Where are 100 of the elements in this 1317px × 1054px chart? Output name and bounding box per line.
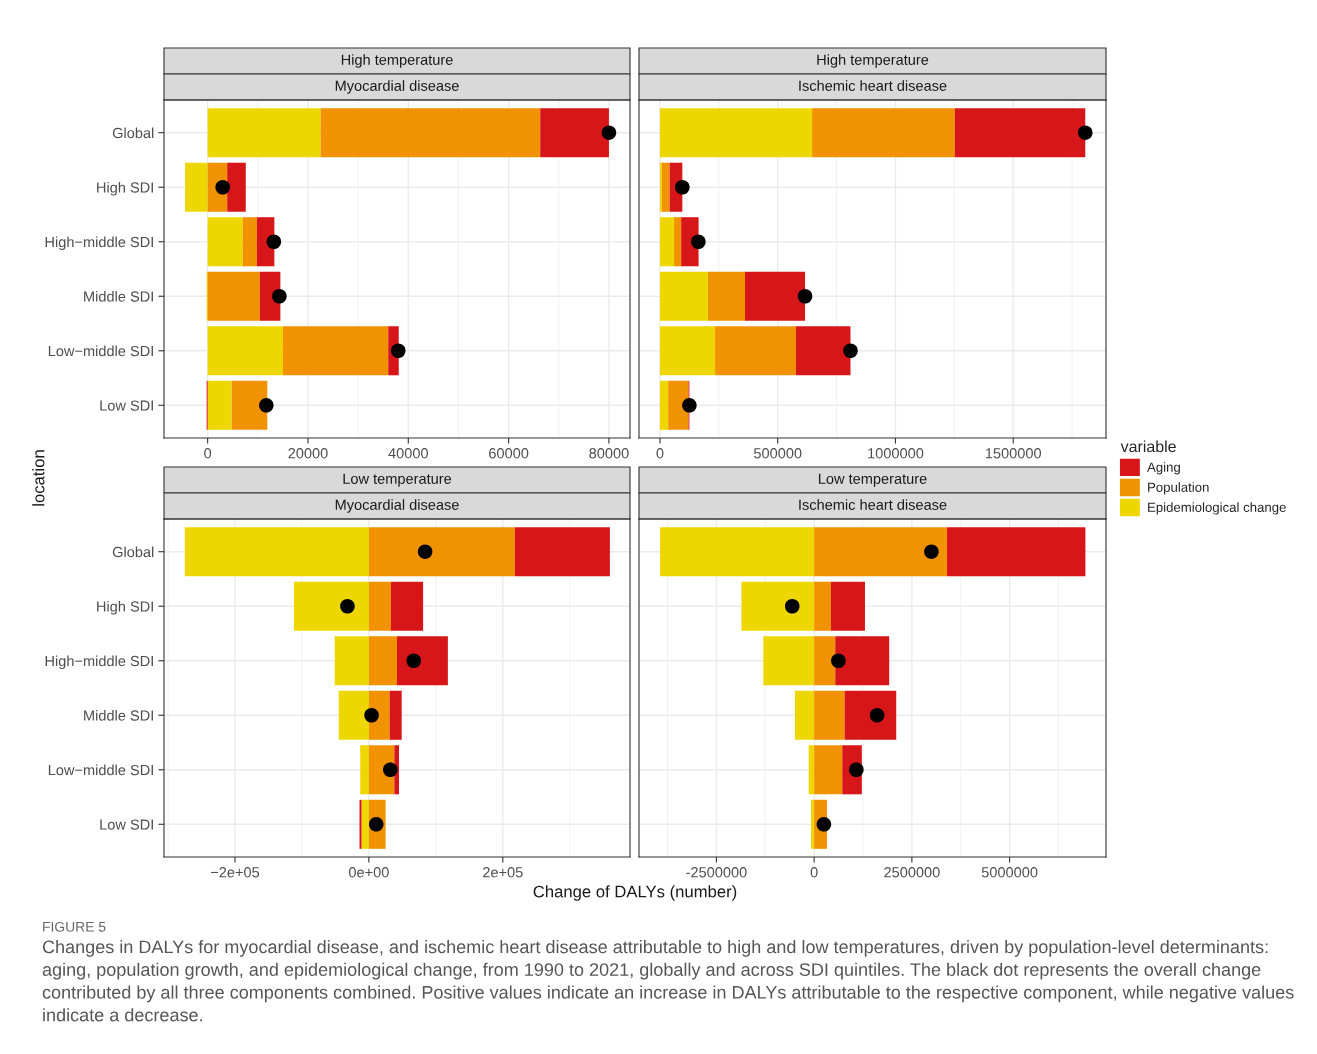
bar [763,636,815,686]
bar [359,799,362,849]
point [259,398,274,413]
chart-subtitle: Myocardial disease [335,499,459,513]
bar [744,271,806,321]
point [831,653,846,669]
x-axis-title: Change of DALYs (number) [533,885,737,901]
bar [835,636,890,686]
x-tick-label: 2500000 [884,867,940,878]
point [843,343,858,359]
point [691,234,706,250]
y-tick-label: High−middle SDI [45,236,153,251]
bar [207,108,321,158]
chart-title: High temperature [817,54,929,68]
bar [811,799,815,849]
x-tick-label: 40000 [388,448,428,459]
bar [808,745,815,795]
bar [814,636,836,686]
point [601,125,617,140]
caption: FIGURE 5 [43,921,106,932]
bar [660,527,815,577]
chart-title: Low temperature [818,473,927,487]
bar [668,380,689,430]
bar [390,581,424,631]
point [784,598,800,614]
bar [207,271,260,321]
legend-label: Population [1148,482,1209,495]
point [266,234,282,250]
y-tick-label: Low SDI [100,819,153,830]
bar [368,581,391,631]
legend-label: Aging [1147,462,1180,475]
bar [715,326,796,376]
y-tick-label: Low−middle SDI [48,345,153,357]
point [675,179,690,195]
bar [242,217,257,267]
chart-subtitle: Ischemic heart disease [799,80,947,91]
point [1077,125,1093,140]
bar [338,690,369,740]
bar [794,690,815,740]
x-tick-label: 500000 [753,448,802,459]
x-tick-label: -2500000 [686,867,747,878]
chart-title: Low temperature [343,473,452,487]
bar [708,271,745,321]
text: Changes in DALYs for myocardial disease, and ischemic heart disease attributable to high and low temperatures, driven by population-level determinants: aging, population growth, and epidemiological change, from 1990 to 2021, globally and across SDI quintiles. The black dot represents the overall change contributed by all three components combined. Positive values indicate an increase in DALYs attributable to the respective component, while negative values indicate a decrease. [42,940,1294,1022]
y-tick-label: Middle SDI [84,290,153,302]
bar [293,581,369,631]
bar [361,799,369,849]
bar [282,326,389,376]
y-tick-label: Low−middle SDI [48,764,153,776]
y-tick-label: Global [112,546,154,558]
bar [814,527,948,577]
bar [954,108,1086,158]
y-tick-label: Global [112,127,154,139]
x-tick-label: 0e+00 [348,867,389,878]
y-tick-label: High SDI [97,600,153,615]
x-tick-label: 1500000 [985,448,1042,459]
bar [514,527,610,577]
point [797,288,813,304]
bar [659,326,716,376]
bar [540,108,609,158]
point [406,653,422,669]
bar [659,271,708,321]
point [816,817,832,832]
bar [814,690,845,740]
bar [947,527,1086,577]
bar [397,636,448,686]
y-tick-label: High−middle SDI [45,655,153,670]
bar [207,380,232,430]
bar [207,326,283,376]
x-tick-label: 0 [656,448,664,459]
bar [334,636,369,686]
x-tick-label: 0 [810,867,818,878]
y-axis-title: location [32,450,45,506]
x-tick-label: 20000 [288,448,328,459]
bar [320,108,541,158]
bar [741,581,815,631]
chart-subtitle: Ischemic heart disease [799,499,947,510]
bar [368,636,397,686]
bar [227,162,246,212]
bar [389,690,402,740]
x-tick-label: 80000 [589,448,629,459]
bar [231,380,268,430]
point [417,544,433,559]
x-tick-label: 60000 [489,448,529,459]
point [682,398,697,413]
y-tick-label: High SDI [97,181,153,196]
bar [661,162,670,212]
legend-label: Epidemiological change [1148,502,1286,515]
bar [844,690,897,740]
point [272,288,287,304]
bar [207,217,243,267]
bar [814,581,831,631]
point [340,598,355,614]
y-tick-label: Low SDI [100,400,153,411]
chart-subtitle: Myocardial disease [335,80,459,94]
bar [814,745,843,795]
y-tick-label: Middle SDI [84,709,153,721]
bar [184,527,369,577]
x-tick-label: −2e+05 [210,867,260,878]
bar [360,745,369,795]
